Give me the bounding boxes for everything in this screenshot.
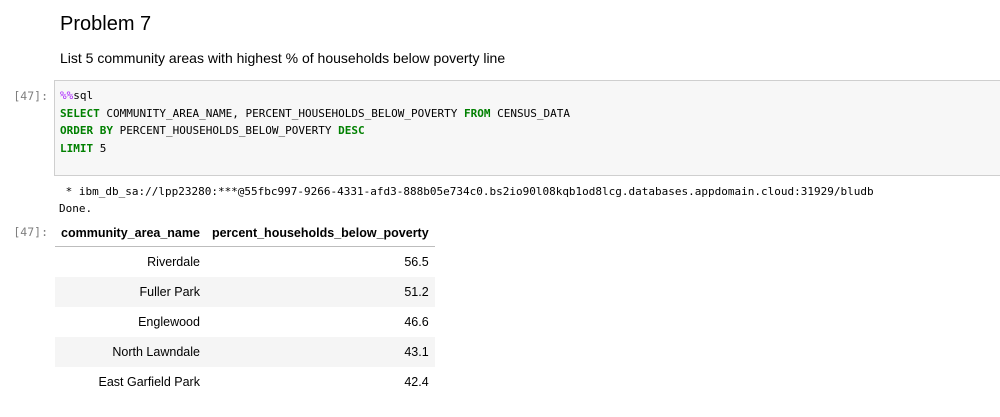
- keyword-select: SELECT: [60, 106, 100, 120]
- column-header-percent-households-below-poverty: percent_households_below_poverty: [205, 219, 435, 247]
- cell-percent-value: 43.1: [205, 337, 435, 367]
- table-row: Riverdale 56.5: [55, 247, 435, 278]
- cell-percent-value: 51.2: [205, 277, 435, 307]
- limit-value: 5: [93, 141, 107, 155]
- markdown-heading: Problem 7: [60, 13, 152, 35]
- table-name: CENSUS_DATA: [490, 106, 570, 120]
- cell-magic-prefix: %%: [60, 89, 74, 102]
- order-column: PERCENT_HOUSEHOLDS_BELOW_POVERTY: [112, 124, 339, 137]
- cell-percent-value: 46.6: [404, 315, 429, 329]
- cell-percent-value: 42.4: [404, 375, 429, 389]
- table-header-row: community_area_name percent_households_b…: [55, 219, 435, 247]
- table-row: East Garfield Park 42.4: [55, 367, 435, 397]
- input-prompt: [47]:: [13, 89, 48, 103]
- connection-string: * ibm_db_sa://lpp23280:***@55fbc997-9266…: [59, 185, 874, 198]
- table-row: Englewood 46.6: [55, 307, 435, 337]
- cell-percent-value: 56.5: [404, 255, 429, 269]
- table-row: North Lawndale 43.1: [55, 337, 435, 367]
- output-prompt: [47]:: [13, 225, 48, 239]
- cell-community-area-name: North Lawndale: [55, 337, 206, 367]
- cell-community-area-name: Riverdale: [147, 255, 200, 269]
- cell-magic-name: sql: [73, 89, 94, 102]
- markdown-description: List 5 community areas with highest % of…: [60, 50, 506, 66]
- output-stream: * ibm_db_sa://lpp23280:***@55fbc997-9266…: [59, 183, 874, 217]
- code-cell-editor[interactable]: %%sql SELECT COMMUNITY_AREA_NAME, PERCEN…: [54, 80, 1000, 176]
- select-columns: COMMUNITY_AREA_NAME, PERCENT_HOUSEHOLDS_…: [99, 106, 464, 120]
- keyword-limit: LIMIT: [60, 141, 94, 155]
- keyword-desc: DESC: [338, 124, 365, 137]
- status-text: Done.: [59, 202, 93, 215]
- column-header-community-area-name: community_area_name: [55, 219, 206, 247]
- cell-community-area-name: East Garfield Park: [98, 375, 200, 389]
- result-table: community_area_name percent_households_b…: [55, 219, 435, 397]
- code-text[interactable]: %%sql SELECT COMMUNITY_AREA_NAME, PERCEN…: [60, 87, 570, 157]
- table-row: Fuller Park 51.2: [55, 277, 435, 307]
- cell-community-area-name: Fuller Park: [55, 277, 206, 307]
- cell-community-area-name: Englewood: [138, 315, 200, 329]
- keyword-from: FROM: [464, 106, 491, 120]
- keyword-order-by: ORDER BY: [60, 124, 113, 137]
